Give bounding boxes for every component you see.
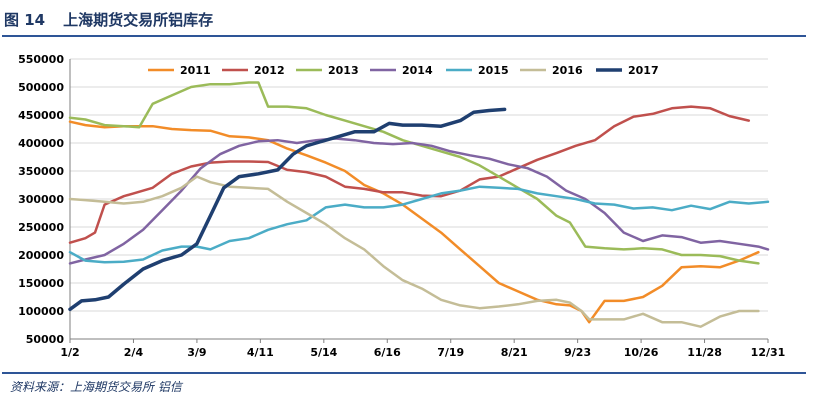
y-tick-label: 350000 <box>18 165 64 178</box>
legend-label-2012: 2012 <box>254 64 285 77</box>
legend-label-2017: 2017 <box>628 64 659 77</box>
legend-label-2015: 2015 <box>478 64 509 77</box>
series-line-2012 <box>68 105 751 244</box>
source-note: 资料来源：上海期货交易所 铝信 <box>10 380 182 394</box>
figure-header: 图 14 上海期货交易所铝库存 <box>4 8 213 30</box>
series-line-2013 <box>68 81 760 265</box>
y-tick-label: 150000 <box>18 277 64 290</box>
y-tick-label: 50000 <box>26 333 65 346</box>
figure-title: 上海期货交易所铝库存 <box>63 10 214 29</box>
x-tick-label: 9/23 <box>564 346 591 359</box>
y-tick-label: 250000 <box>18 221 64 234</box>
x-tick-label: 3/9 <box>187 346 206 359</box>
x-tick-label: 4/11 <box>247 346 274 359</box>
x-tick-label: 5/14 <box>310 346 337 359</box>
legend-label-2014: 2014 <box>402 64 433 77</box>
x-tick-label: 11/28 <box>687 346 722 359</box>
x-tick-label: 2/4 <box>124 346 144 359</box>
footer-rule <box>2 372 806 374</box>
y-tick-label: 450000 <box>18 109 64 122</box>
legend-label-2013: 2013 <box>328 64 359 77</box>
figure-number: 图 14 <box>4 10 46 29</box>
series-line-2011 <box>68 120 760 324</box>
header-rule <box>2 35 806 37</box>
legend-label-2011: 2011 <box>180 64 211 77</box>
y-tick-label: 550000 <box>18 53 64 66</box>
series-line-2017 <box>68 107 507 312</box>
x-tick-label: 6/16 <box>374 346 401 359</box>
x-tick-label: 12/31 <box>751 346 786 359</box>
series-line-2015 <box>68 185 770 264</box>
y-tick-label: 100000 <box>18 305 64 318</box>
x-tick-label: 7/19 <box>437 346 464 359</box>
x-tick-label: 8/21 <box>501 346 528 359</box>
y-tick-label: 500000 <box>18 81 64 94</box>
series-line-2016 <box>68 175 760 328</box>
x-tick-label: 1/2 <box>60 346 79 359</box>
y-tick-label: 300000 <box>18 193 64 206</box>
legend-label-2016: 2016 <box>552 64 583 77</box>
y-tick-label: 400000 <box>18 137 64 150</box>
y-tick-label: 200000 <box>18 249 64 262</box>
x-tick-label: 10/26 <box>624 346 659 359</box>
